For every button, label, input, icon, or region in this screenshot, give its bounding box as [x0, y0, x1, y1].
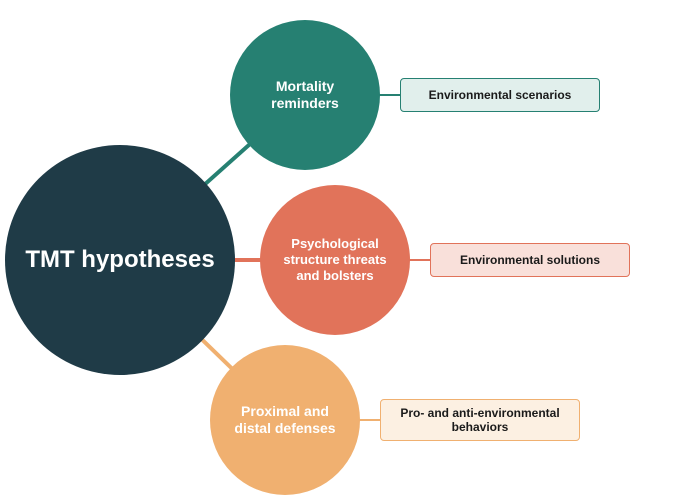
- root-label: TMT hypotheses: [25, 245, 214, 275]
- behaviors-box: Pro- and anti-environmental behaviors: [380, 399, 580, 441]
- scenarios-box: Environmental scenarios: [400, 78, 600, 112]
- root-node: TMT hypotheses: [5, 145, 235, 375]
- mortality-node: Mortality reminders: [230, 20, 380, 170]
- diagram-canvas: TMT hypotheses Mortality reminders Psych…: [0, 0, 680, 500]
- mortality-label: Mortality reminders: [242, 78, 368, 113]
- psych-label: Psychological structure threats and bols…: [272, 236, 398, 285]
- solutions-label: Environmental solutions: [460, 253, 600, 267]
- psych-node: Psychological structure threats and bols…: [260, 185, 410, 335]
- defenses-label: Proximal and distal defenses: [222, 403, 348, 438]
- behaviors-label: Pro- and anti-environmental behaviors: [391, 406, 569, 434]
- defenses-node: Proximal and distal defenses: [210, 345, 360, 495]
- scenarios-label: Environmental scenarios: [429, 88, 572, 102]
- solutions-box: Environmental solutions: [430, 243, 630, 277]
